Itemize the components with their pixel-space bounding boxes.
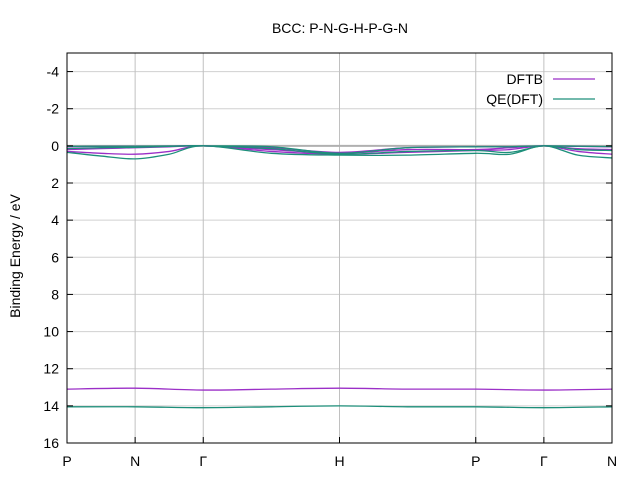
legend-label: DFTB [506, 71, 543, 87]
y-tick-label: 14 [43, 398, 59, 414]
x-tick-label: N [130, 453, 140, 469]
chart-title: BCC: P-N-G-H-P-G-N [272, 20, 408, 36]
y-tick-label: -2 [47, 101, 60, 117]
y-tick-label: 10 [43, 324, 59, 340]
x-tick-label: N [607, 453, 617, 469]
band-line [66, 387, 613, 391]
grid [67, 53, 612, 443]
band-line [66, 405, 613, 409]
legend-label: QE(DFT) [486, 91, 543, 107]
y-tick-label: -4 [47, 64, 60, 80]
x-tick-label: P [471, 453, 480, 469]
y-tick-label: 2 [51, 175, 59, 191]
y-axis-label: Binding Energy / eV [7, 193, 23, 317]
series-layer [66, 145, 613, 409]
y-tick-label: 8 [51, 286, 59, 302]
y-tick-label: 12 [43, 361, 59, 377]
y-tick-label: 16 [43, 435, 59, 451]
y-tick-label: 4 [51, 212, 59, 228]
band-line [66, 145, 613, 154]
x-tick-label: Γ [199, 453, 207, 469]
x-tick-label: H [334, 453, 344, 469]
x-tick-label: Γ [540, 453, 548, 469]
x-tick-label: P [62, 453, 71, 469]
legend: DFTB QE(DFT) [486, 71, 595, 107]
series-2 [66, 145, 613, 409]
y-tick-label: 6 [51, 249, 59, 265]
y-tick-label: 0 [51, 138, 59, 154]
